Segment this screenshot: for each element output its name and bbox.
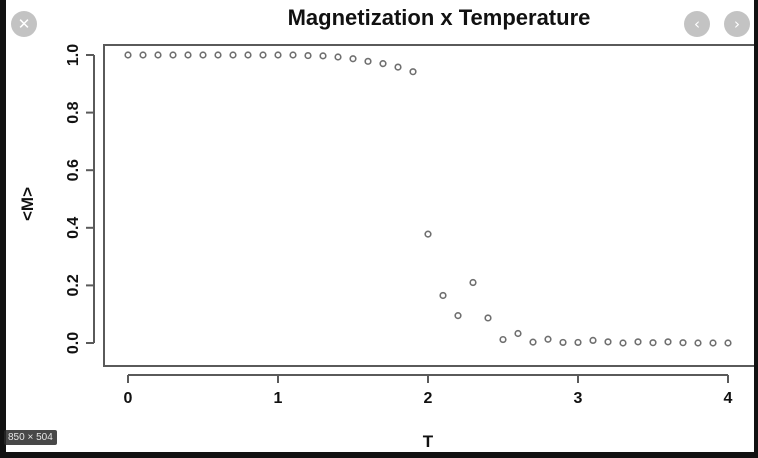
next-image-button[interactable]: › bbox=[724, 11, 750, 37]
data-point bbox=[589, 336, 597, 345]
data-point bbox=[484, 314, 492, 322]
data-point bbox=[574, 338, 582, 347]
data-point bbox=[679, 339, 687, 347]
data-point bbox=[229, 51, 237, 59]
y-axis-label: <M> bbox=[18, 187, 37, 221]
chart-image: Magnetization x Temperature 0.0 0.2 0.4 0.6… bbox=[6, 0, 754, 452]
data-point bbox=[274, 51, 282, 59]
data-point bbox=[409, 68, 417, 76]
data-point bbox=[559, 338, 567, 347]
data-point bbox=[514, 329, 522, 338]
y-tick-label: 0.6 bbox=[65, 159, 82, 181]
data-point bbox=[469, 278, 477, 287]
data-point bbox=[304, 51, 312, 60]
x-tick-label: 0 bbox=[124, 390, 133, 407]
chart-title: Magnetization x Temperature bbox=[288, 5, 591, 30]
previous-image-button[interactable]: ‹ bbox=[684, 11, 710, 37]
data-point bbox=[154, 51, 162, 59]
data-point bbox=[319, 52, 327, 60]
x-tick-label: 2 bbox=[424, 390, 433, 407]
chevron-left-icon: ‹ bbox=[694, 14, 700, 33]
data-point bbox=[394, 63, 402, 71]
y-tick-label: 0.0 bbox=[65, 332, 82, 354]
x-axis: 0 1 2 3 4 bbox=[124, 374, 733, 407]
close-button[interactable]: ✕ bbox=[11, 11, 37, 37]
x-tick-label: 3 bbox=[574, 390, 583, 407]
data-point bbox=[709, 339, 717, 347]
chart-svg: Magnetization x Temperature 0.0 0.2 0.4 0.6… bbox=[18, 5, 754, 451]
data-point bbox=[124, 51, 132, 59]
data-point bbox=[259, 51, 267, 59]
data-point bbox=[379, 60, 387, 68]
data-point bbox=[664, 338, 672, 346]
data-points bbox=[124, 51, 732, 347]
data-point bbox=[529, 338, 537, 346]
data-point bbox=[649, 339, 657, 347]
data-point bbox=[349, 55, 357, 63]
data-point bbox=[289, 51, 297, 59]
y-tick-label: 0.2 bbox=[65, 274, 82, 296]
data-point bbox=[184, 51, 192, 59]
y-axis: 0.0 0.2 0.4 0.6 0.8 1.0 bbox=[65, 44, 95, 354]
data-point bbox=[544, 335, 552, 343]
y-tick-label: 0.8 bbox=[65, 101, 82, 123]
plot-frame bbox=[103, 44, 754, 367]
data-point bbox=[439, 291, 447, 300]
image-dimensions-badge: 850 × 504 bbox=[4, 430, 57, 445]
data-point bbox=[724, 339, 732, 347]
data-point bbox=[424, 230, 432, 238]
y-tick-label: 1.0 bbox=[65, 44, 82, 66]
data-point bbox=[244, 51, 252, 59]
close-icon: ✕ bbox=[17, 14, 31, 33]
data-point bbox=[499, 335, 507, 344]
x-tick-label: 1 bbox=[274, 390, 283, 407]
data-point bbox=[139, 51, 147, 59]
chevron-right-icon: › bbox=[734, 14, 740, 33]
data-point bbox=[454, 312, 462, 320]
data-point bbox=[634, 338, 642, 346]
data-point bbox=[364, 57, 372, 65]
x-axis-label: T bbox=[423, 432, 434, 451]
data-point bbox=[214, 51, 222, 59]
data-point bbox=[169, 51, 177, 59]
data-point bbox=[694, 339, 702, 347]
y-tick-label: 0.4 bbox=[65, 217, 82, 239]
data-point bbox=[199, 51, 207, 59]
data-point bbox=[334, 53, 342, 61]
data-point bbox=[619, 339, 627, 347]
x-tick-label: 4 bbox=[724, 390, 733, 407]
data-point bbox=[604, 338, 612, 346]
